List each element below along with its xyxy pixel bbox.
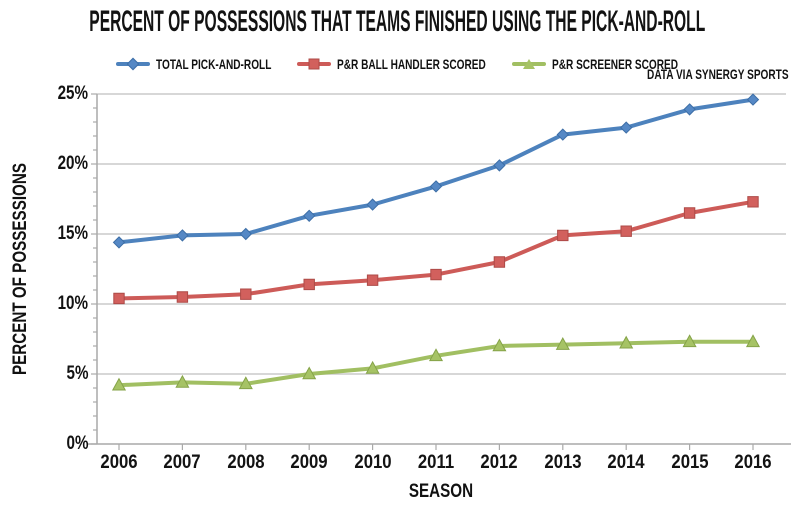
y-axis-title: PERCENT OF POSSESSIONS <box>10 163 31 375</box>
square-marker <box>366 274 379 286</box>
legend-label: P&R BALL HANDLER SCORED <box>337 56 487 72</box>
diamond-marker <box>176 229 189 242</box>
legend-label: TOTAL PICK-AND-ROLL <box>155 56 272 72</box>
chart-legend: TOTAL PICK-AND-ROLL P&R BALL HANDLER SCOR… <box>0 56 794 72</box>
legend-line <box>297 58 332 70</box>
diamond-marker <box>366 198 379 211</box>
triangle-marker <box>365 360 380 374</box>
x-tick-label: 2013 <box>544 452 582 473</box>
legend-item: TOTAL PICK-AND-ROLL <box>115 56 272 72</box>
square-marker <box>113 292 125 305</box>
square-marker <box>240 288 252 300</box>
legend-label: P&R SCREENER SCORED <box>552 56 679 72</box>
diamond-marker <box>556 128 570 141</box>
diamond-marker <box>112 236 126 249</box>
x-tick-label: 2010 <box>353 452 392 473</box>
series-line-square <box>117 199 755 301</box>
data-source-note: DATA VIA SYNERGY SPORTS <box>647 66 789 82</box>
square-legend-marker-icon <box>308 58 320 70</box>
legend-item: P&R SCREENER SCORED <box>512 56 678 72</box>
triangle-marker <box>619 335 634 349</box>
y-tick-label: 20% <box>57 153 88 174</box>
triangle-marker <box>555 337 570 350</box>
triangle-marker <box>428 348 444 362</box>
y-tick-label: 25% <box>57 83 88 104</box>
triangle-legend-marker-icon <box>523 59 536 69</box>
y-tick-label: 15% <box>57 223 88 244</box>
triangle-marker <box>492 338 507 352</box>
x-tick-label: 2016 <box>734 452 772 473</box>
triangle-marker <box>745 334 761 348</box>
square-marker <box>683 207 696 219</box>
triangle-marker <box>111 377 127 391</box>
diamond-marker <box>429 180 443 193</box>
triangle-marker <box>175 374 190 388</box>
x-tick-label: 2014 <box>607 452 645 473</box>
chart-title: PERCENT OF POSSESSIONS THAT TEAMS FINISH… <box>89 5 705 38</box>
legend-item: P&R BALL HANDLER SCORED <box>297 56 486 72</box>
triangle-marker <box>302 366 317 380</box>
legend-line <box>115 57 150 71</box>
triangle-marker <box>682 334 697 348</box>
x-tick-label: 2006 <box>100 452 138 473</box>
diamond-marker <box>302 209 316 223</box>
diamond-marker <box>746 93 760 106</box>
y-tick-label: 5% <box>66 363 88 384</box>
x-tick-label: 2015 <box>670 452 709 473</box>
x-tick-label: 2009 <box>290 452 328 473</box>
x-tick-label: 2008 <box>227 452 265 473</box>
triangle-marker <box>238 376 253 390</box>
square-marker <box>557 229 569 242</box>
x-tick-label: 2012 <box>480 452 518 473</box>
diamond-marker <box>493 159 506 172</box>
title-row: PERCENT OF POSSESSIONS THAT TEAMS FINISH… <box>0 5 794 39</box>
square-marker <box>303 278 315 291</box>
diamond-marker <box>683 103 696 116</box>
square-marker <box>176 291 189 303</box>
square-marker <box>747 196 759 208</box>
y-tick-label: 0% <box>66 433 88 454</box>
x-tick-label: 2007 <box>163 452 201 473</box>
square-marker <box>493 256 506 268</box>
square-marker <box>430 268 442 281</box>
x-axis-title: SEASON <box>408 481 474 502</box>
y-tick-label: 10% <box>57 293 88 314</box>
square-marker <box>620 225 632 237</box>
diamond-marker <box>239 227 253 241</box>
legend-line <box>512 59 547 69</box>
diamond-marker <box>619 121 633 134</box>
x-tick-label: 2011 <box>417 452 455 473</box>
